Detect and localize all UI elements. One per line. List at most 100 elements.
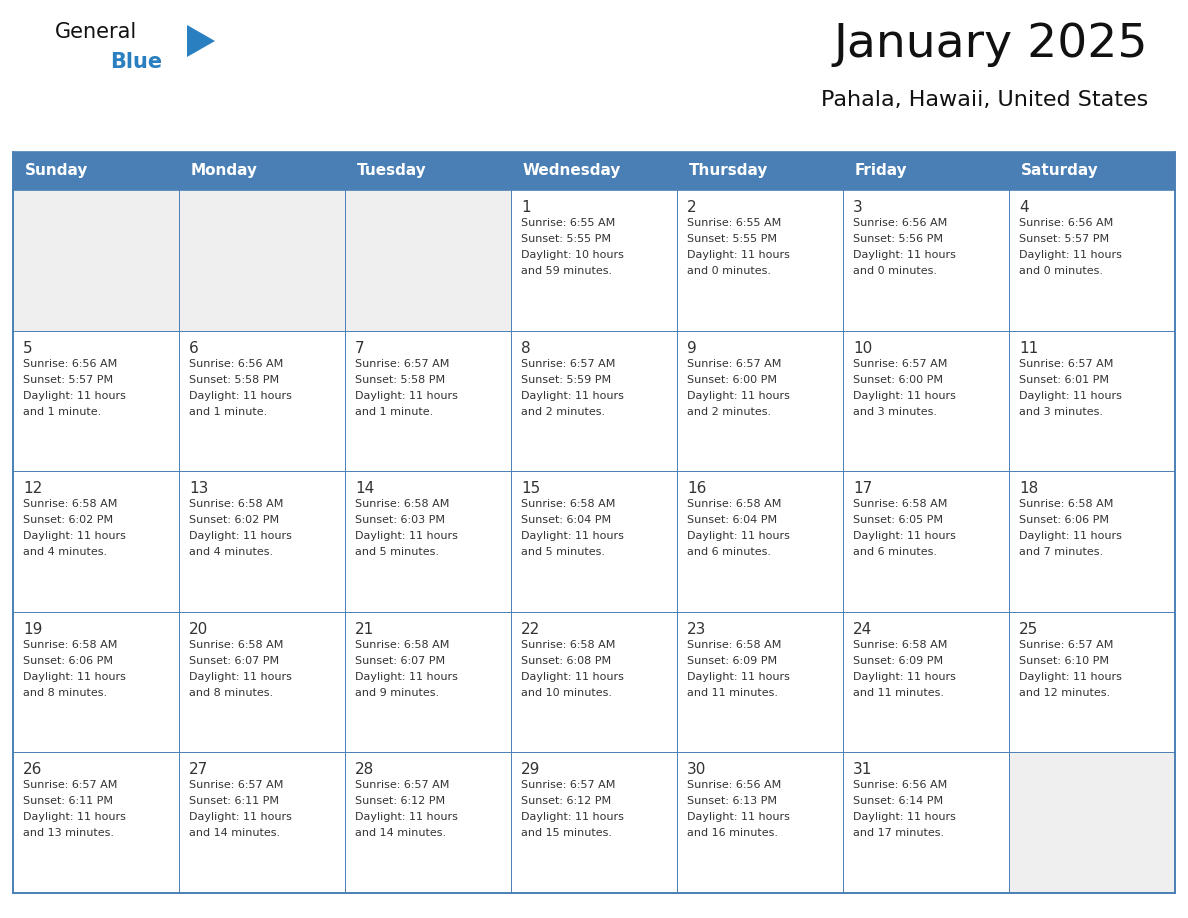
Text: Sunrise: 6:57 AM: Sunrise: 6:57 AM (355, 359, 449, 369)
Text: Sunrise: 6:58 AM: Sunrise: 6:58 AM (522, 640, 615, 650)
Text: Daylight: 11 hours: Daylight: 11 hours (853, 812, 956, 823)
Text: and 6 minutes.: and 6 minutes. (853, 547, 937, 557)
Text: and 16 minutes.: and 16 minutes. (687, 828, 778, 838)
Text: Sunset: 6:00 PM: Sunset: 6:00 PM (853, 375, 943, 385)
Bar (1009, 471, 1175, 611)
Text: Daylight: 11 hours: Daylight: 11 hours (687, 250, 790, 260)
Bar (843, 152, 1009, 190)
Text: Sunrise: 6:58 AM: Sunrise: 6:58 AM (522, 499, 615, 509)
Text: Sunrise: 6:57 AM: Sunrise: 6:57 AM (1019, 640, 1113, 650)
Text: and 5 minutes.: and 5 minutes. (355, 547, 440, 557)
Text: Daylight: 11 hours: Daylight: 11 hours (853, 390, 956, 400)
Text: Sunrise: 6:57 AM: Sunrise: 6:57 AM (853, 359, 947, 369)
Text: and 9 minutes.: and 9 minutes. (355, 688, 440, 698)
Text: Daylight: 11 hours: Daylight: 11 hours (23, 532, 126, 542)
Bar (677, 753, 843, 893)
Text: 15: 15 (522, 481, 541, 497)
Text: 6: 6 (189, 341, 198, 355)
Text: and 6 minutes.: and 6 minutes. (687, 547, 771, 557)
Text: Daylight: 11 hours: Daylight: 11 hours (687, 672, 790, 682)
Text: Sunset: 6:13 PM: Sunset: 6:13 PM (687, 797, 777, 806)
Text: 9: 9 (687, 341, 696, 355)
Text: Sunset: 5:59 PM: Sunset: 5:59 PM (522, 375, 611, 385)
Text: and 5 minutes.: and 5 minutes. (522, 547, 605, 557)
Text: Daylight: 11 hours: Daylight: 11 hours (23, 672, 126, 682)
Text: 22: 22 (522, 621, 541, 637)
Bar (179, 190, 345, 330)
Text: 27: 27 (189, 763, 208, 778)
Bar (1009, 190, 1175, 330)
Text: Sunrise: 6:57 AM: Sunrise: 6:57 AM (23, 780, 118, 790)
Bar (179, 471, 345, 611)
Text: 28: 28 (355, 763, 374, 778)
Bar (179, 330, 345, 471)
Text: Sunset: 6:06 PM: Sunset: 6:06 PM (1019, 515, 1110, 525)
Text: 7: 7 (355, 341, 365, 355)
Text: Saturday: Saturday (1020, 163, 1099, 178)
Text: 31: 31 (853, 763, 872, 778)
Polygon shape (187, 25, 215, 57)
Bar (345, 611, 511, 753)
Text: 25: 25 (1019, 621, 1038, 637)
Text: Daylight: 11 hours: Daylight: 11 hours (522, 532, 624, 542)
Text: Sunrise: 6:57 AM: Sunrise: 6:57 AM (522, 780, 615, 790)
Text: and 8 minutes.: and 8 minutes. (23, 688, 107, 698)
Bar (179, 611, 345, 753)
Text: Sunset: 5:58 PM: Sunset: 5:58 PM (189, 375, 279, 385)
Text: Daylight: 11 hours: Daylight: 11 hours (1019, 250, 1121, 260)
Text: and 0 minutes.: and 0 minutes. (687, 266, 771, 276)
Text: and 0 minutes.: and 0 minutes. (1019, 266, 1102, 276)
Text: Sunrise: 6:58 AM: Sunrise: 6:58 AM (189, 640, 284, 650)
Text: Sunset: 6:11 PM: Sunset: 6:11 PM (189, 797, 279, 806)
Bar (511, 330, 677, 471)
Text: Sunset: 6:04 PM: Sunset: 6:04 PM (687, 515, 777, 525)
Text: and 59 minutes.: and 59 minutes. (522, 266, 612, 276)
Text: 1: 1 (522, 200, 531, 215)
Bar (843, 190, 1009, 330)
Bar (1009, 611, 1175, 753)
Text: Daylight: 11 hours: Daylight: 11 hours (23, 390, 126, 400)
Text: 23: 23 (687, 621, 707, 637)
Bar (843, 471, 1009, 611)
Bar (677, 190, 843, 330)
Text: Sunrise: 6:58 AM: Sunrise: 6:58 AM (853, 640, 947, 650)
Bar (677, 152, 843, 190)
Text: and 1 minute.: and 1 minute. (189, 407, 267, 417)
Text: Sunset: 6:04 PM: Sunset: 6:04 PM (522, 515, 611, 525)
Text: Daylight: 11 hours: Daylight: 11 hours (1019, 672, 1121, 682)
Text: and 10 minutes.: and 10 minutes. (522, 688, 612, 698)
Text: Daylight: 11 hours: Daylight: 11 hours (1019, 532, 1121, 542)
Text: Sunrise: 6:55 AM: Sunrise: 6:55 AM (687, 218, 782, 228)
Text: Sunset: 6:06 PM: Sunset: 6:06 PM (23, 655, 113, 666)
Text: Thursday: Thursday (689, 163, 769, 178)
Bar (345, 190, 511, 330)
Bar (13, 753, 179, 893)
Bar (345, 330, 511, 471)
Text: Daylight: 10 hours: Daylight: 10 hours (522, 250, 624, 260)
Text: and 4 minutes.: and 4 minutes. (23, 547, 107, 557)
Bar (13, 611, 179, 753)
Text: and 2 minutes.: and 2 minutes. (522, 407, 605, 417)
Bar (179, 753, 345, 893)
Text: Daylight: 11 hours: Daylight: 11 hours (355, 812, 457, 823)
Text: Sunset: 6:12 PM: Sunset: 6:12 PM (355, 797, 446, 806)
Text: and 3 minutes.: and 3 minutes. (853, 407, 937, 417)
Bar (677, 611, 843, 753)
Text: and 0 minutes.: and 0 minutes. (853, 266, 937, 276)
Text: and 1 minute.: and 1 minute. (355, 407, 434, 417)
Text: Sunrise: 6:56 AM: Sunrise: 6:56 AM (853, 218, 947, 228)
Text: Sunrise: 6:56 AM: Sunrise: 6:56 AM (687, 780, 782, 790)
Text: Daylight: 11 hours: Daylight: 11 hours (189, 672, 292, 682)
Text: 19: 19 (23, 621, 43, 637)
Text: Sunset: 6:10 PM: Sunset: 6:10 PM (1019, 655, 1110, 666)
Text: Wednesday: Wednesday (523, 163, 621, 178)
Text: Daylight: 11 hours: Daylight: 11 hours (522, 672, 624, 682)
Text: Daylight: 11 hours: Daylight: 11 hours (23, 812, 126, 823)
Text: Sunrise: 6:57 AM: Sunrise: 6:57 AM (355, 780, 449, 790)
Text: and 17 minutes.: and 17 minutes. (853, 828, 944, 838)
Text: Sunset: 6:09 PM: Sunset: 6:09 PM (687, 655, 777, 666)
Bar (345, 753, 511, 893)
Text: 18: 18 (1019, 481, 1038, 497)
Text: Sunrise: 6:57 AM: Sunrise: 6:57 AM (1019, 359, 1113, 369)
Text: Sunrise: 6:58 AM: Sunrise: 6:58 AM (853, 499, 947, 509)
